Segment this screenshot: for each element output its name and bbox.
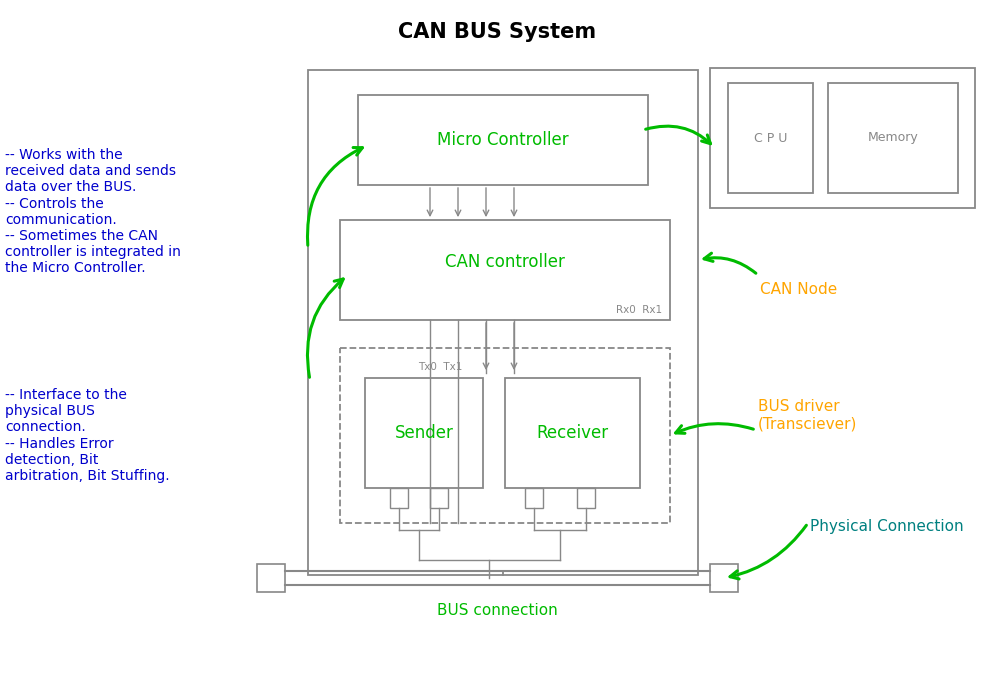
Text: Receiver: Receiver bbox=[537, 424, 608, 442]
Text: CAN BUS System: CAN BUS System bbox=[398, 22, 596, 42]
Text: Physical Connection: Physical Connection bbox=[810, 520, 963, 534]
Text: Sender: Sender bbox=[395, 424, 453, 442]
FancyBboxPatch shape bbox=[710, 68, 975, 208]
Text: BUS connection: BUS connection bbox=[437, 603, 558, 618]
FancyBboxPatch shape bbox=[340, 220, 670, 320]
Text: Memory: Memory bbox=[868, 131, 918, 145]
Text: C P U: C P U bbox=[753, 131, 787, 145]
Text: Micro Controller: Micro Controller bbox=[437, 131, 569, 149]
FancyBboxPatch shape bbox=[525, 488, 543, 508]
Text: Rx0  Rx1: Rx0 Rx1 bbox=[616, 305, 662, 315]
Text: -- Works with the
received data and sends
data over the BUS.
-- Controls the
com: -- Works with the received data and send… bbox=[5, 148, 181, 275]
Text: CAN Node: CAN Node bbox=[760, 283, 837, 297]
Text: CAN controller: CAN controller bbox=[445, 253, 565, 271]
FancyBboxPatch shape bbox=[828, 83, 958, 193]
FancyBboxPatch shape bbox=[390, 488, 408, 508]
FancyBboxPatch shape bbox=[257, 564, 285, 592]
FancyBboxPatch shape bbox=[340, 348, 670, 523]
FancyBboxPatch shape bbox=[430, 488, 448, 508]
FancyBboxPatch shape bbox=[710, 564, 738, 592]
Text: -- Interface to the
physical BUS
connection.
-- Handles Error
detection, Bit
arb: -- Interface to the physical BUS connect… bbox=[5, 388, 170, 483]
FancyBboxPatch shape bbox=[505, 378, 640, 488]
FancyBboxPatch shape bbox=[577, 488, 595, 508]
FancyBboxPatch shape bbox=[308, 70, 698, 575]
FancyBboxPatch shape bbox=[365, 378, 483, 488]
Text: Tx0  Tx1: Tx0 Tx1 bbox=[417, 362, 462, 372]
FancyBboxPatch shape bbox=[358, 95, 648, 185]
Text: BUS driver
(Transciever): BUS driver (Transciever) bbox=[758, 399, 858, 431]
FancyBboxPatch shape bbox=[728, 83, 813, 193]
